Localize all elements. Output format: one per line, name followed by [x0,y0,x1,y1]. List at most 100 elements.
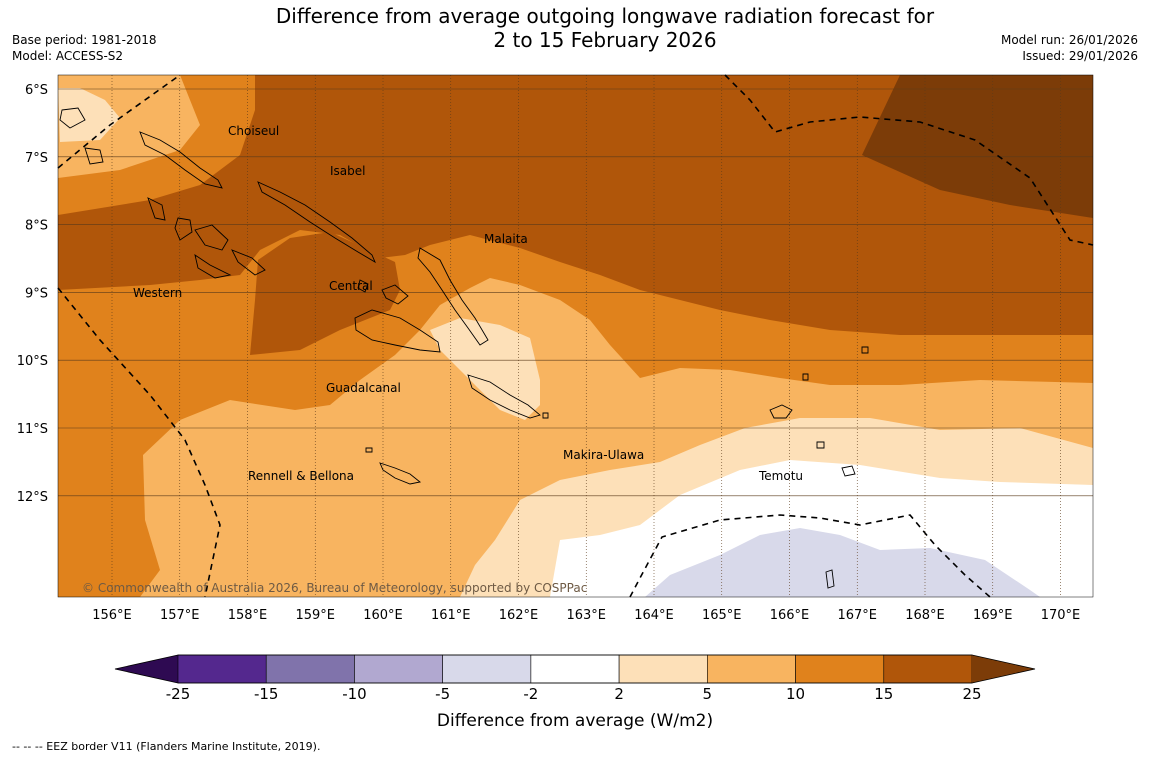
eez-borders [57,74,1094,598]
meta-left: Base period: 1981-2018 Model: ACCESS-S2 [12,32,157,64]
longitude-label: 169°E [973,608,1013,623]
longitude-label: 166°E [770,608,810,623]
guadalcanal-island [354,309,441,353]
latitude-label: 8°S [25,219,48,234]
santa-cruz-island [769,404,793,419]
latitude-label: 11°S [17,422,48,437]
colorbar-segment [795,654,885,684]
colorbar-segment [883,654,973,684]
shortland-islands [59,107,104,165]
band-15-to-25-central [250,232,400,355]
copyright-notice: © Commonwealth of Australia 2026, Bureau… [82,581,587,595]
longitude-label: 167°E [837,608,877,623]
central-islands [357,279,409,305]
latitude-label: 7°S [25,151,48,166]
label-rennell-bellona: Rennell & Bellona [248,469,354,483]
longitude-label: 164°E [634,608,674,623]
colorbar-tick-label: 2 [614,685,624,703]
issued-date: Issued: 29/01/2026 [1022,49,1138,63]
bellona-island [365,447,373,453]
latitude-label: 9°S [25,286,48,301]
latitude-labels: 6°S 7°S 8°S 9°S 10°S 11°S 12°S [17,83,48,505]
label-central: Central [329,279,373,293]
rennell-island [379,462,422,485]
band-minus5-to-minus2 [645,528,1040,597]
eez-line-north [57,74,181,169]
longitude-label: 163°E [566,608,606,623]
chart-title: Difference from average outgoing longwav… [250,4,960,52]
colorbar-tick-label: -2 [523,685,538,703]
longitude-label: 161°E [431,608,471,623]
isabel-island [257,181,376,264]
malaita-island [417,247,489,346]
colorbar-label: Difference from average (W/m2) [437,711,713,731]
title-line-1: Difference from average outgoing longwav… [275,4,935,28]
longitude-label: 168°E [905,608,945,623]
label-guadalcanal: Guadalcanal [326,381,401,395]
colorbar-ticks: -25 -15 -10 -5 -2 2 5 10 15 25 [166,685,982,703]
colorbar-segment [442,654,532,684]
tikopia-island [825,569,835,589]
label-western: Western [133,286,182,300]
colorbar-under-arrow [115,655,178,683]
colorbar-tick-label: 15 [874,685,893,703]
base-period: Base period: 1981-2018 [12,33,157,47]
model-run: Model run: 26/01/2026 [1000,33,1138,47]
gridlines [58,75,1093,597]
map-frame [57,74,1094,598]
colorbar-segment [177,654,267,684]
colorbar-tick-label: 10 [786,685,805,703]
vanikoro-island [841,465,856,477]
longitude-label: 157°E [160,608,200,623]
longitude-label: 158°E [228,608,268,623]
label-makira-ulawa: Makira-Ulawa [563,448,644,462]
label-malaita: Malaita [484,232,528,246]
colorbar-tick-label: -5 [435,685,450,703]
latitude-label: 6°S [25,83,48,98]
longitude-label: 170°E [1041,608,1081,623]
colorbar-tick-label: -25 [166,685,191,703]
colorbar-segment [707,654,796,684]
meta-right: Model run: 26/01/2026 Issued: 29/01/2026 [1001,32,1138,64]
region-labels: Choiseul Isabel Malaita Western Central … [133,124,803,483]
label-temotu: Temotu [758,469,803,483]
colorbar-tick-label: 5 [703,685,713,703]
title-line-2: 2 to 15 February 2026 [493,28,717,52]
colorbar-outline [114,654,1036,684]
latitude-label: 10°S [17,354,48,369]
new-georgia-islands [147,197,266,279]
longitude-labels: 156°E 157°E 158°E 159°E 160°E 161°E 162°E 163°E… [92,608,1080,623]
colorbar-segment [618,654,708,684]
reef-islands [861,346,869,354]
eez-line-west [57,287,221,598]
ulawa-island [542,412,549,419]
latitude-label: 12°S [17,490,48,505]
choiseul-island [139,131,223,189]
longitude-label: 162°E [499,608,539,623]
longitude-label: 159°E [295,608,335,623]
colorbar-segment [530,654,620,684]
colorbar-tick-label: -10 [342,685,367,703]
eez-line-northeast [724,74,1094,246]
band-above-25 [862,75,1093,218]
colorbar-segment [265,654,355,684]
eez-footnote: -- -- -- EEZ border V11 (Flanders Marine… [12,740,321,753]
longitude-label: 165°E [702,608,742,623]
label-isabel: Isabel [330,164,365,178]
makira-island [467,374,541,419]
label-choiseul: Choiseul [228,124,279,138]
colorbar-over-arrow [972,655,1035,683]
coastlines [59,107,869,589]
longitude-label: 160°E [363,608,403,623]
duff-islands [802,373,809,381]
map-fill-layers [58,75,1093,597]
longitude-label: 156°E [92,608,132,623]
model-name: Model: ACCESS-S2 [12,49,124,63]
colorbar: -25 -15 -10 -5 -2 2 5 10 15 25 Difference from av… [114,654,1036,731]
utupua-island [816,441,825,449]
colorbar-segments [177,654,973,684]
colorbar-tick-label: -15 [254,685,279,703]
colorbar-segment [354,654,443,684]
colorbar-tick-label: 25 [962,685,981,703]
